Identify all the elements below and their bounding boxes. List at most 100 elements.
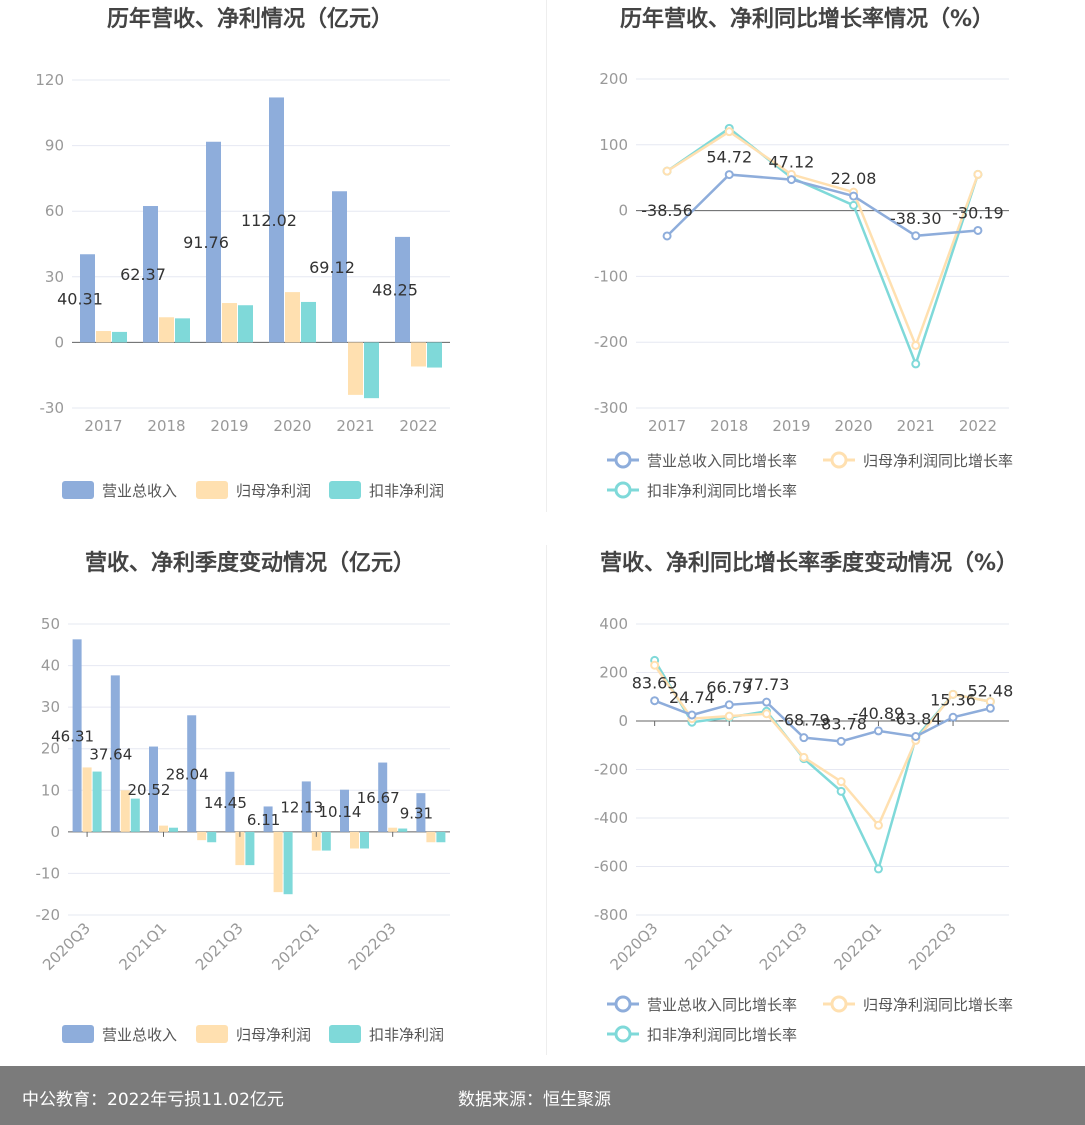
bar-data-label: 12.13 — [280, 799, 323, 817]
y-tick-label: 0 — [50, 823, 60, 841]
y-tick-label: 40 — [41, 657, 60, 675]
bar-net-profit — [411, 342, 426, 367]
line-data-label: 47.12 — [769, 153, 815, 172]
y-tick-label: 90 — [45, 137, 64, 155]
y-tick-label: -30 — [40, 399, 65, 417]
x-tick-label: 2020 — [834, 417, 872, 435]
x-tick-label: 2019 — [210, 417, 248, 435]
series-point — [948, 712, 958, 722]
legend-label: 扣非净利润同比增长率 — [647, 1026, 797, 1044]
bar-revenue — [72, 639, 82, 832]
y-tick-label: 10 — [41, 781, 60, 799]
bar-data-label: 46.31 — [51, 728, 94, 746]
bar-data-label: 112.02 — [241, 211, 297, 230]
series-point — [799, 752, 809, 762]
series-line-revenue — [654, 699, 991, 743]
series-point — [911, 359, 921, 369]
bar-deducted-profit — [245, 831, 255, 866]
panel-divider-top — [546, 0, 547, 512]
bar-revenue — [143, 206, 158, 343]
series-point — [762, 697, 772, 707]
legend-label: 扣非净利润 — [369, 482, 444, 500]
legend-circle-marker — [830, 995, 848, 1013]
bar-revenue — [225, 771, 235, 832]
footer-bar: 中公教育：2022年亏损11.02亿元 数据来源：恒生聚源 — [0, 1066, 1085, 1125]
series-point — [724, 170, 734, 180]
y-tick-label: 100 — [599, 136, 628, 154]
bar-deducted-profit — [169, 827, 178, 832]
series-line-net-profit — [666, 130, 980, 349]
series-point — [911, 231, 921, 241]
series-line-revenue — [666, 173, 979, 238]
bar-revenue — [149, 746, 158, 832]
bar-revenue — [187, 715, 197, 832]
y-tick-label: -200 — [594, 333, 628, 351]
series-point — [849, 191, 859, 201]
y-tick-label: 30 — [41, 698, 60, 716]
chart-title: 历年营收、净利情况（亿元） — [107, 6, 393, 32]
series-point — [873, 726, 883, 736]
y-tick-label: 20 — [41, 740, 60, 758]
bar-data-label: 14.45 — [204, 794, 247, 812]
x-tick-label: 2018 — [147, 417, 185, 435]
annual-revenue-profit-bar-chart: 历年营收、净利情况（亿元） -30 0 30 60 90 120 40.31 62.37 91.7… — [35, 6, 450, 500]
series-point — [724, 127, 734, 137]
y-tick-label: 50 — [41, 615, 60, 633]
line-data-label: 15.36 — [930, 690, 976, 709]
chart-title: 营收、净利同比增长率季度变动情况（%） — [600, 550, 1018, 576]
legend-label: 归母净利润 — [236, 1026, 311, 1044]
y-tick-label: 0 — [54, 333, 64, 351]
series-point — [873, 820, 883, 830]
legend-swatch — [329, 481, 361, 499]
line-data-label: 66.79 — [706, 678, 752, 697]
y-tick-label: -300 — [594, 399, 628, 417]
series-point — [662, 231, 672, 241]
series-point — [836, 786, 846, 796]
bar-deducted-profit — [364, 342, 379, 399]
bar-data-label: 40.31 — [57, 289, 103, 308]
bar-deducted-profit — [360, 831, 369, 849]
y-tick-label: 400 — [599, 615, 628, 633]
x-tick-label: 2021 — [897, 417, 935, 435]
legend-circle-marker — [830, 451, 848, 469]
y-tick-label: 0 — [618, 202, 628, 220]
y-tick-label: 200 — [599, 664, 628, 682]
line-data-label: 22.08 — [831, 169, 877, 188]
x-tick-label: 2020Q3 — [607, 919, 662, 974]
legend-swatch — [196, 481, 228, 499]
bar-deducted-profit — [321, 831, 331, 851]
line-data-label: 54.72 — [706, 148, 752, 167]
line-data-label: -68.79 — [778, 711, 830, 730]
x-tick-label: 2021Q1 — [116, 919, 171, 974]
series-point — [724, 711, 734, 721]
bar-revenue — [80, 254, 95, 343]
legend-label: 营业总收入 — [102, 1026, 177, 1044]
series-point — [724, 700, 734, 710]
series-line-net-profit — [653, 664, 991, 828]
series-point — [799, 733, 809, 743]
legend-label: 扣非净利润同比增长率 — [647, 482, 797, 500]
y-tick-label: -200 — [594, 761, 628, 779]
line-data-label: -63.84 — [890, 709, 942, 728]
bar-revenue — [269, 97, 284, 343]
bar-revenue — [378, 762, 388, 832]
x-tick-label: 2022Q1 — [268, 919, 323, 974]
bar-net-profit — [348, 342, 363, 395]
legend-label: 扣非净利润 — [369, 1026, 444, 1044]
legend-label: 归母净利润同比增长率 — [863, 996, 1013, 1014]
bar-data-label: 6.11 — [247, 811, 280, 829]
bar-data-label: 69.12 — [309, 258, 355, 277]
y-tick-label: -600 — [594, 858, 628, 876]
line-data-label: -40.89 — [853, 704, 905, 723]
line-data-label: -38.56 — [641, 201, 693, 220]
series-point — [836, 736, 846, 746]
legend-swatch — [329, 1025, 361, 1043]
bar-data-label: 9.31 — [400, 805, 433, 823]
series-line-deducted-profit — [666, 126, 980, 368]
y-tick-label: 0 — [618, 712, 628, 730]
x-tick-label: 2022 — [399, 417, 437, 435]
series-point — [911, 340, 921, 350]
y-tick-label: 200 — [599, 70, 628, 88]
bar-revenue — [263, 806, 273, 832]
series-point — [973, 169, 983, 179]
